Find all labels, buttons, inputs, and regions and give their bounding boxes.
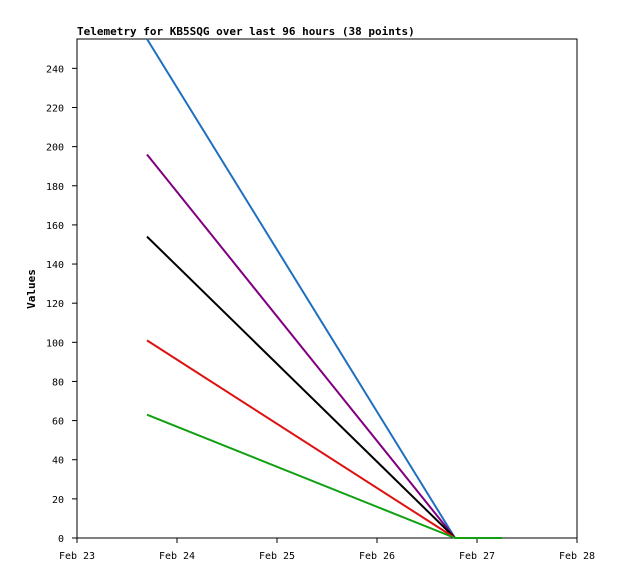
y-tick-label: 100 xyxy=(46,338,64,349)
y-tick-label: 220 xyxy=(46,103,64,114)
y-tick-label: 20 xyxy=(52,495,64,506)
x-tick-label: Feb 27 xyxy=(459,551,495,562)
y-tick-label: 80 xyxy=(52,377,64,388)
y-tick-label: 160 xyxy=(46,221,64,232)
y-axis: 0 20 40 60 80 100 120 140 160 180 200 220 240 xyxy=(46,64,77,545)
series-line-4 xyxy=(146,339,502,539)
y-tick-label: 180 xyxy=(46,182,64,193)
series-line-3 xyxy=(146,235,502,539)
y-tick-label: 60 xyxy=(52,417,64,428)
x-tick-label: Feb 26 xyxy=(359,551,395,562)
x-tick-label: Feb 23 xyxy=(59,551,95,562)
series-line-5 xyxy=(146,413,502,539)
chart-title: Telemetry for KB5SQG over last 96 hours … xyxy=(77,25,415,38)
y-axis-label: Values xyxy=(25,269,38,309)
series-layer xyxy=(146,38,502,539)
y-tick-label: 140 xyxy=(46,260,64,271)
plot-area: 0 20 40 60 80 100 120 140 160 180 200 220 240 Feb 23… xyxy=(46,38,595,562)
y-tick-label: 40 xyxy=(52,456,64,467)
series-line-2 xyxy=(146,153,502,539)
x-tick-label: Feb 24 xyxy=(159,551,195,562)
y-tick-label: 200 xyxy=(46,143,64,154)
plot-frame xyxy=(76,38,578,539)
x-axis: Feb 23 Feb 24 Feb 25 Feb 26 Feb 27 Feb 28 xyxy=(59,538,595,562)
y-tick-label: 240 xyxy=(46,64,64,75)
x-tick-label: Feb 25 xyxy=(259,551,295,562)
y-tick-label: 0 xyxy=(58,534,64,545)
y-tick-label: 120 xyxy=(46,299,64,310)
x-tick-label: Feb 28 xyxy=(559,551,595,562)
